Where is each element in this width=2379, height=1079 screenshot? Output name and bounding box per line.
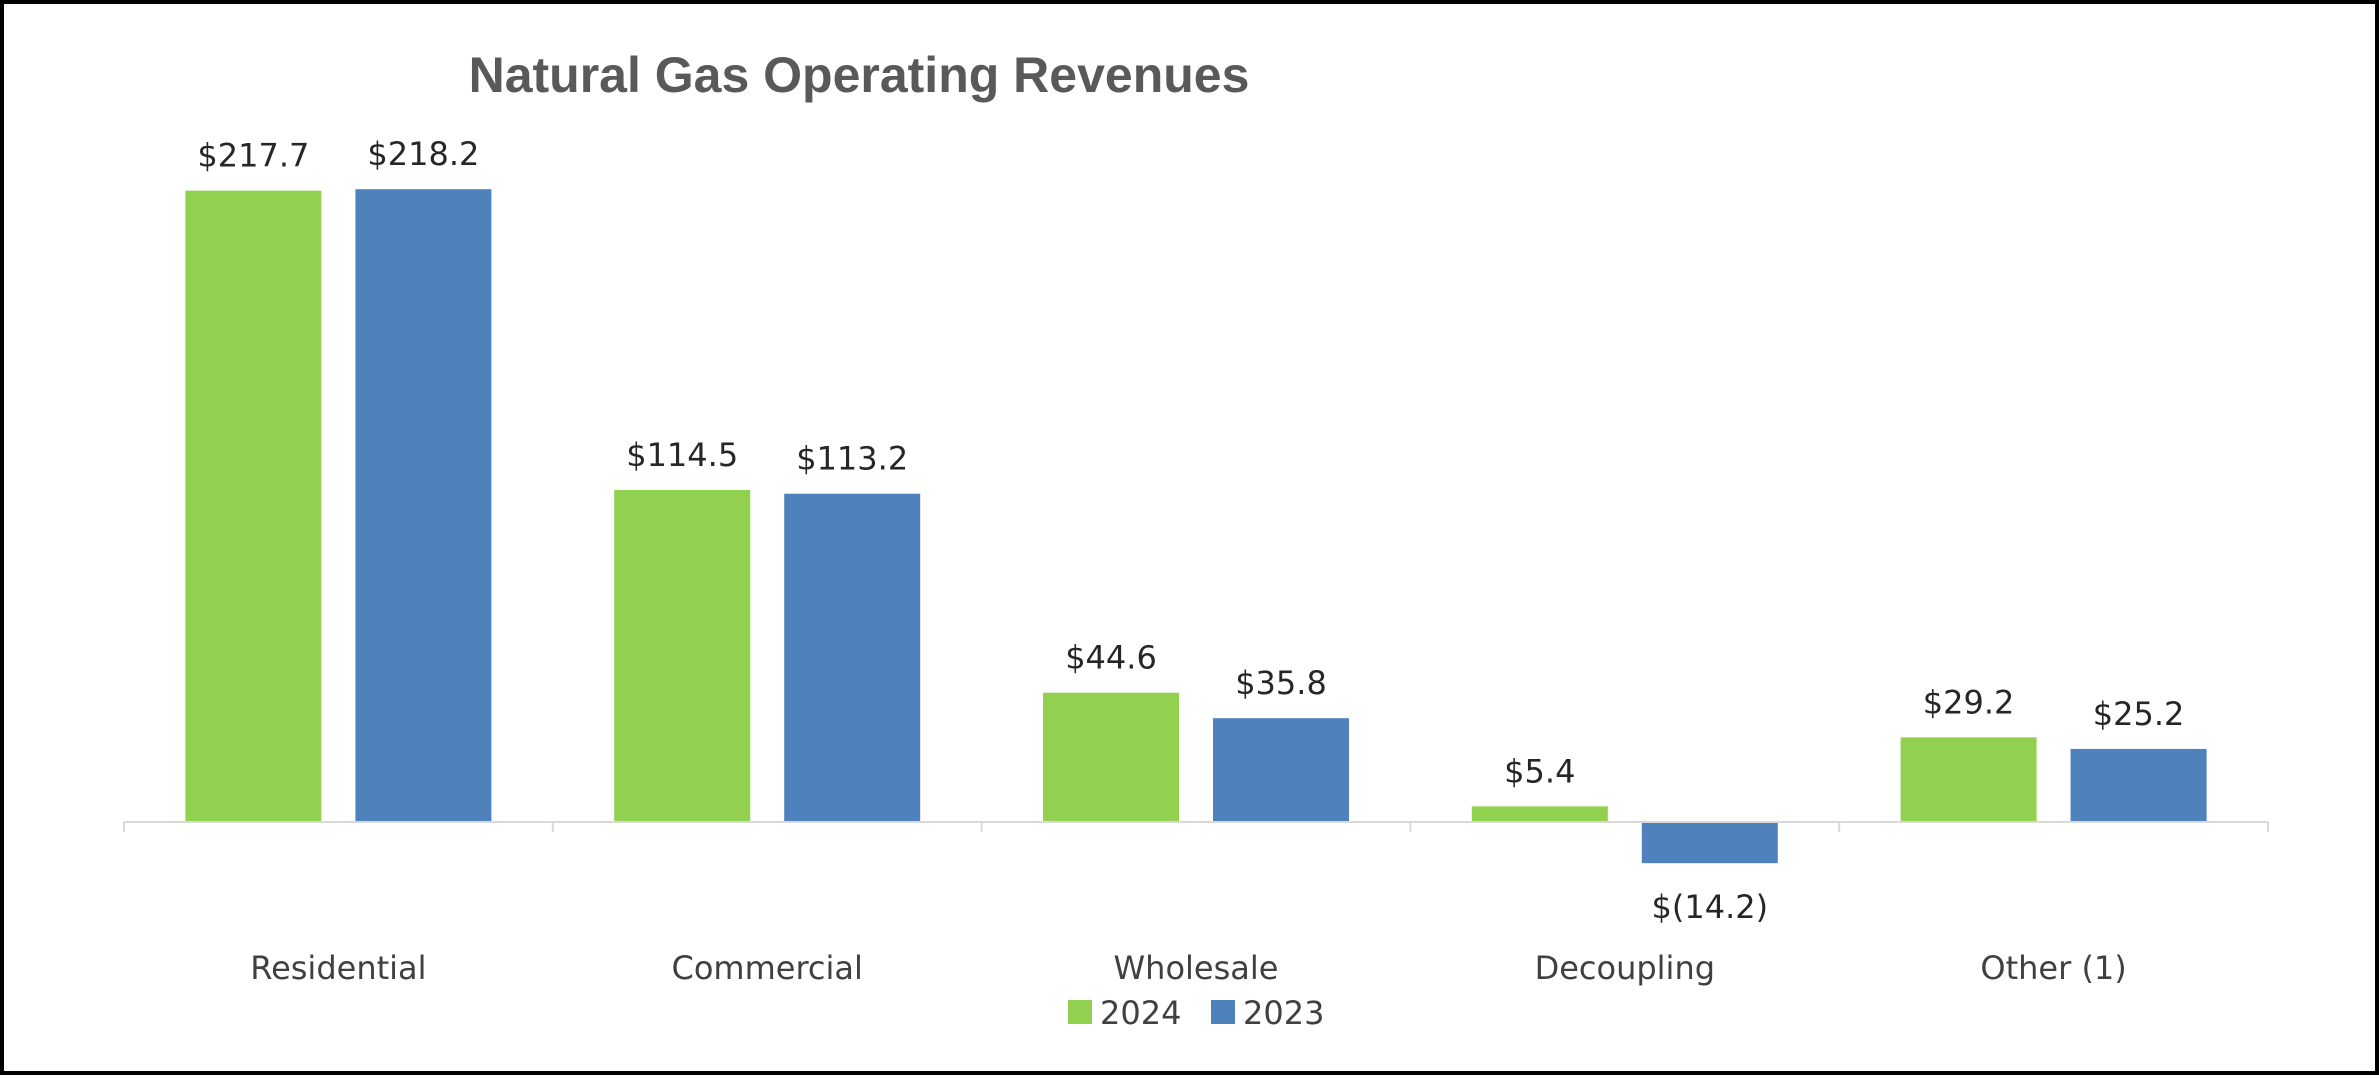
data-label-wholesale-2023: $35.8 bbox=[1235, 664, 1327, 702]
data-label-decoupling-2024: $5.4 bbox=[1504, 752, 1575, 790]
bars-group bbox=[185, 189, 2207, 864]
bar-other-1-2023 bbox=[2070, 748, 2207, 822]
data-label-residential-2024: $217.7 bbox=[197, 137, 309, 175]
bar-wholesale-2024 bbox=[1043, 692, 1179, 822]
legend-swatch-2024 bbox=[1068, 1000, 1092, 1024]
bar-chart: Natural Gas Operating Revenues $217.7 $21… bbox=[123, 47, 2269, 1032]
legend-label-2023: 2023 bbox=[1243, 994, 1324, 1032]
data-label-decoupling-2023: $(14.2) bbox=[1652, 888, 1769, 926]
data-label-residential-2023: $218.2 bbox=[367, 135, 479, 173]
data-label-wholesale-2024: $44.6 bbox=[1065, 639, 1157, 677]
category-label-decoupling: Decoupling bbox=[1535, 949, 1715, 987]
bar-wholesale-2023 bbox=[1213, 718, 1349, 822]
category-label-wholesale: Wholesale bbox=[1114, 949, 1279, 987]
category-label-other-1: Other (1) bbox=[1980, 949, 2126, 987]
category-label-residential: Residential bbox=[250, 949, 426, 987]
chart-title: Natural Gas Operating Revenues bbox=[469, 47, 1250, 103]
legend: 2024 2023 bbox=[1068, 994, 1324, 1032]
data-label-commercial-2024: $114.5 bbox=[626, 436, 738, 474]
x-axis bbox=[123, 821, 2269, 832]
bar-residential-2024 bbox=[185, 190, 322, 823]
legend-label-2024: 2024 bbox=[1100, 994, 1181, 1032]
data-label-other-1-2024: $29.2 bbox=[1923, 683, 2015, 721]
data-label-other-1-2023: $25.2 bbox=[2093, 695, 2185, 733]
data-label-commercial-2023: $113.2 bbox=[796, 440, 908, 478]
category-labels-group: Residential Commercial Wholesale Decoupling… bbox=[250, 949, 2127, 987]
category-label-commercial: Commercial bbox=[672, 949, 863, 987]
data-labels-group: $217.7 $218.2 $114.5 $113.2 $44.6 $35.8 $5.4 $(… bbox=[197, 135, 2184, 926]
bar-other-1-2024 bbox=[1900, 737, 2037, 822]
bar-commercial-2024 bbox=[614, 489, 751, 822]
legend-swatch-2023 bbox=[1211, 1000, 1235, 1024]
bar-decoupling-2023 bbox=[1641, 822, 1778, 864]
bar-commercial-2023 bbox=[784, 493, 921, 822]
bar-decoupling-2024 bbox=[1471, 806, 1608, 822]
bar-residential-2023 bbox=[355, 189, 492, 823]
